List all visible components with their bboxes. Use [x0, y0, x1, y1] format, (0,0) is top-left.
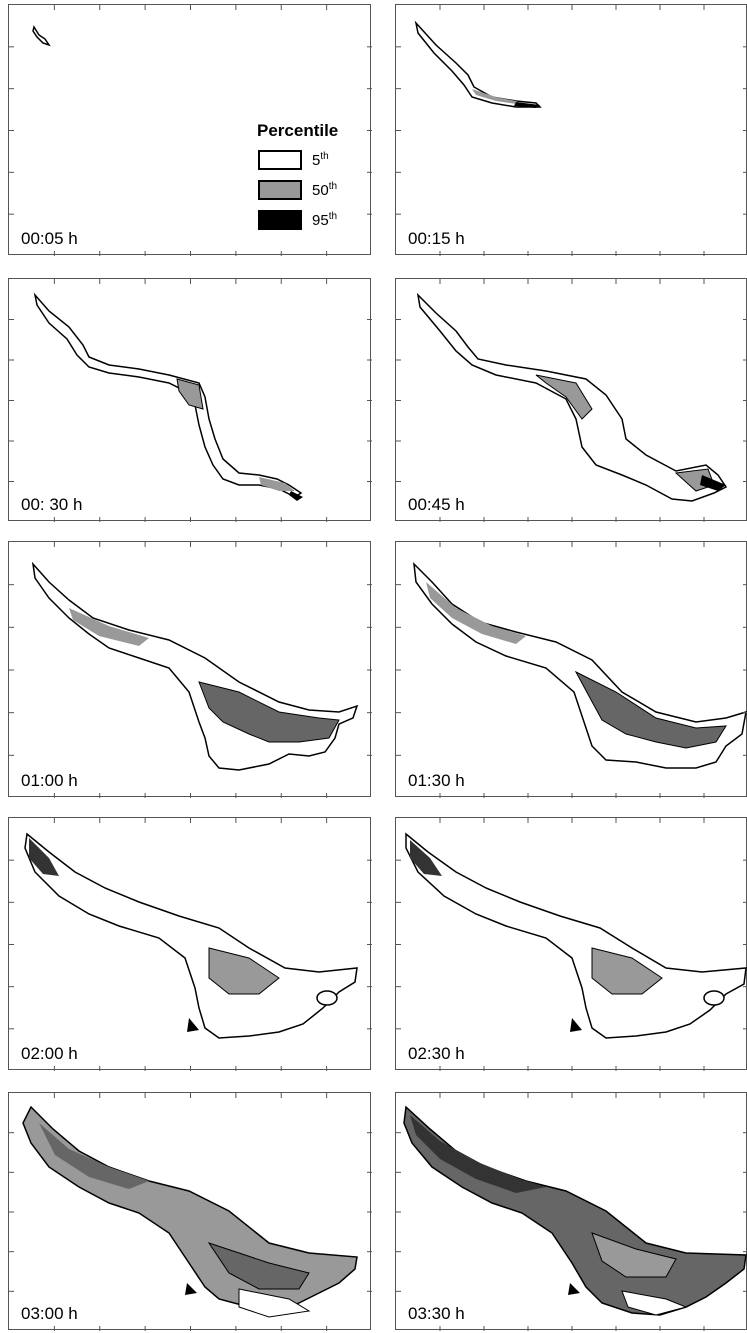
legend-swatch-5th: [258, 150, 302, 170]
flood-extent-map: [9, 5, 372, 256]
time-label: 01:30 h: [406, 771, 467, 790]
time-label: 02:30 h: [406, 1044, 467, 1063]
time-label: 02:00 h: [19, 1044, 80, 1063]
map-panel-9: 03:00 h: [8, 1092, 372, 1331]
flood-extent-map: [9, 1093, 372, 1331]
map-panel-6: 01:30 h: [395, 541, 747, 798]
axis-ticks: [396, 818, 747, 1071]
map-panel-3: 00: 30 h: [8, 278, 372, 522]
map-panel-5: 01:00 h: [8, 541, 372, 798]
flood-extent-map: [9, 279, 372, 522]
legend-swatch-50th: [258, 180, 302, 200]
legend-title: Percentile: [257, 121, 339, 140]
flood-extent-map: [396, 5, 747, 256]
map-panel-7: 02:00 h: [8, 817, 372, 1071]
legend-item-95th: 95th: [249, 205, 399, 235]
axis-ticks: [396, 1093, 747, 1331]
axis-ticks: [9, 5, 372, 256]
time-label: 01:00 h: [19, 771, 80, 790]
legend-item-5th: 5th: [249, 145, 399, 175]
legend-item-50th: 50th: [249, 175, 399, 205]
map-panel-1: Percentile 5th 50th 95th 00:05 h: [8, 4, 372, 256]
map-panel-8: 02:30 h: [395, 817, 747, 1071]
time-label: 00:45 h: [406, 495, 467, 514]
flood-extent-map: [396, 279, 747, 522]
time-label: 03:30 h: [406, 1304, 467, 1323]
flood-extent-map: [9, 542, 372, 798]
flood-extent-map: [396, 818, 747, 1071]
axis-ticks: [9, 279, 372, 522]
axis-ticks: [396, 279, 747, 522]
axis-ticks: [396, 5, 747, 256]
axis-ticks: [9, 542, 372, 798]
time-label: 00:15 h: [406, 229, 467, 248]
map-panel-10: 03:30 h: [395, 1092, 747, 1331]
time-label: 03:00 h: [19, 1304, 80, 1323]
axis-ticks: [396, 542, 747, 798]
flood-extent-map: [396, 1093, 747, 1331]
time-label: 00: 30 h: [19, 495, 85, 514]
flood-extent-map: [9, 818, 372, 1071]
map-panel-2: 00:15 h: [395, 4, 747, 256]
legend-label-5th: 5th: [312, 151, 329, 169]
legend: Percentile 5th 50th 95th: [249, 121, 399, 235]
legend-label-50th: 50th: [312, 181, 338, 199]
axis-ticks: [9, 818, 372, 1071]
map-panel-4: 00:45 h: [395, 278, 747, 522]
axis-ticks: [9, 1093, 372, 1331]
flood-extent-map: [396, 542, 747, 798]
legend-label-95th: 95th: [312, 211, 338, 229]
legend-swatch-95th: [258, 210, 302, 230]
time-label: 00:05 h: [19, 229, 80, 248]
